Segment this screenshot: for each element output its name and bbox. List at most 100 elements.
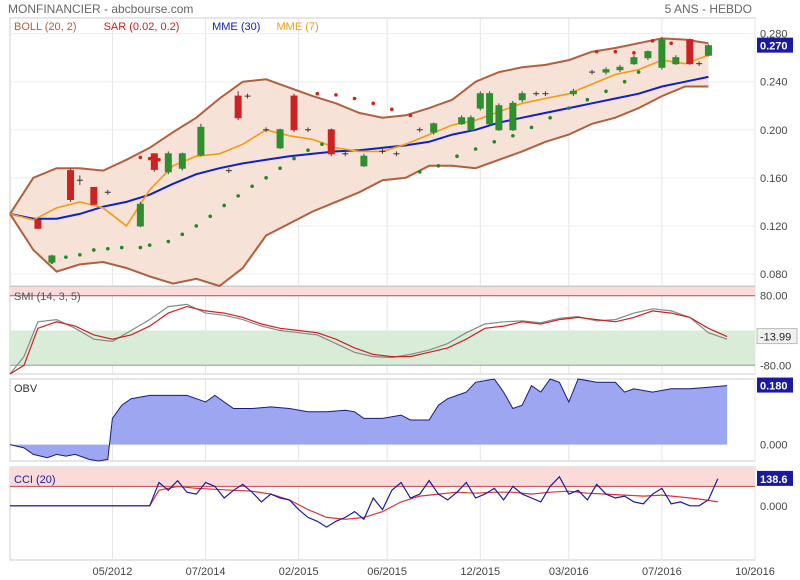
legend-item: SAR (0.02, 0.2): [104, 21, 180, 33]
sar-dot: [250, 184, 254, 189]
smi-legend: SMI (14, 3, 5): [14, 291, 81, 303]
smi-overbought-zone: [10, 287, 755, 296]
y-tick-label: 80.00: [760, 291, 788, 303]
legend-item: MME (30): [212, 21, 260, 33]
candle-body: [644, 51, 652, 59]
sar-dot: [315, 91, 320, 96]
sar-dot: [669, 41, 673, 46]
candle-body: [616, 66, 624, 71]
sar-dot: [613, 49, 618, 54]
x-tick-label: 07/2014: [186, 566, 226, 578]
sar-dot: [306, 148, 310, 152]
candle-body: [276, 129, 284, 149]
sar-dot: [278, 166, 282, 171]
candle-body: [518, 93, 526, 101]
candle-body: [197, 126, 205, 156]
obv-value-label: 0.180: [760, 381, 788, 393]
sar-dot: [236, 194, 240, 198]
sar-dot: [194, 224, 199, 228]
cci-signal-line: [10, 485, 718, 520]
candle-body: [458, 117, 466, 125]
sar-dot: [632, 51, 636, 55]
sar-dot: [138, 155, 143, 160]
obv-area: [10, 379, 728, 461]
candle-body: [90, 186, 98, 205]
y-tick-label: -80.00: [760, 360, 791, 372]
sar-dot: [585, 97, 590, 102]
sar-dot: [492, 139, 497, 144]
candle-body: [290, 95, 298, 131]
obv-line: [9, 378, 728, 462]
x-tick-label: 06/2015: [367, 566, 407, 578]
sar-dot: [208, 214, 213, 219]
legend-item: MME (7): [277, 21, 319, 33]
sar-dot: [622, 79, 627, 84]
mme30-line: [9, 75, 709, 220]
sar-dot: [64, 255, 68, 259]
candle-body: [136, 203, 144, 227]
candle-body: [48, 255, 56, 263]
candle-body: [672, 57, 680, 65]
last-value-label: 0.270: [760, 41, 788, 53]
sar-dot: [320, 142, 324, 146]
cci-overbought-zone: [10, 467, 755, 487]
sar-dot: [92, 248, 96, 252]
cci-legend: CCI (20): [14, 474, 56, 486]
candle-body: [602, 69, 610, 73]
candle-body: [467, 117, 475, 131]
sar-dot: [147, 243, 152, 247]
candle-body: [327, 129, 335, 155]
y-tick-label: 0.120: [760, 221, 788, 233]
candle-body: [486, 93, 494, 125]
sar-dot: [371, 101, 375, 106]
sar-dot: [390, 107, 394, 112]
x-tick-label: 02/2015: [279, 566, 319, 578]
candle-body: [509, 102, 517, 131]
sar-dot: [417, 170, 422, 174]
candle-body: [686, 39, 694, 65]
sar-dot: [548, 115, 552, 120]
chart-title: MONFINANCIER - abcbourse.com: [8, 2, 194, 16]
x-tick-label: 12/2015: [460, 566, 500, 578]
sar-dot: [604, 89, 608, 94]
last-value-tag: [757, 37, 793, 53]
bollinger-lower: [9, 85, 709, 288]
candle-body: [658, 39, 666, 68]
y-tick-label: 0.080: [760, 269, 788, 281]
period-label: 5 ANS - HEBDO: [664, 2, 752, 16]
y-tick-label: 0.200: [760, 125, 788, 137]
smi-main-line: [9, 305, 728, 375]
x-tick-label: 10/2016: [735, 566, 775, 578]
smi-value-tag: [756, 328, 798, 345]
legend-item: BOLL (20, 2): [14, 21, 77, 33]
candle-body: [164, 153, 172, 173]
candle-body: [569, 90, 577, 95]
obv-legend: OBV: [14, 383, 38, 395]
y-tick-label: 0.000: [760, 440, 788, 452]
sar-dot: [455, 154, 459, 159]
sar-dot: [352, 96, 357, 101]
sar-dot: [334, 93, 338, 97]
sar-dot: [473, 147, 478, 151]
candle-body: [234, 95, 242, 119]
smi-oversold-zone: [10, 330, 755, 366]
candle-body: [495, 105, 503, 131]
x-tick-label: 05/2012: [93, 566, 133, 578]
y-tick-label: 0.160: [760, 173, 788, 185]
x-tick-label: 03/2016: [549, 566, 589, 578]
candle-body: [178, 153, 186, 169]
sar-dot: [436, 164, 441, 168]
sar-dot: [78, 252, 82, 257]
candle-body: [704, 45, 712, 56]
sar-dot: [147, 156, 152, 161]
sar-dot: [594, 49, 599, 54]
candle-body: [360, 155, 368, 167]
y-tick-label: 0.280: [760, 29, 788, 41]
sar-dot: [138, 245, 143, 250]
sar-dot: [650, 39, 655, 43]
sar-dot: [157, 158, 161, 162]
bollinger-upper: [9, 37, 709, 215]
cci-value-tag: [757, 470, 793, 486]
candle-body: [476, 93, 484, 109]
y-tick-label: 0.000: [760, 501, 788, 513]
